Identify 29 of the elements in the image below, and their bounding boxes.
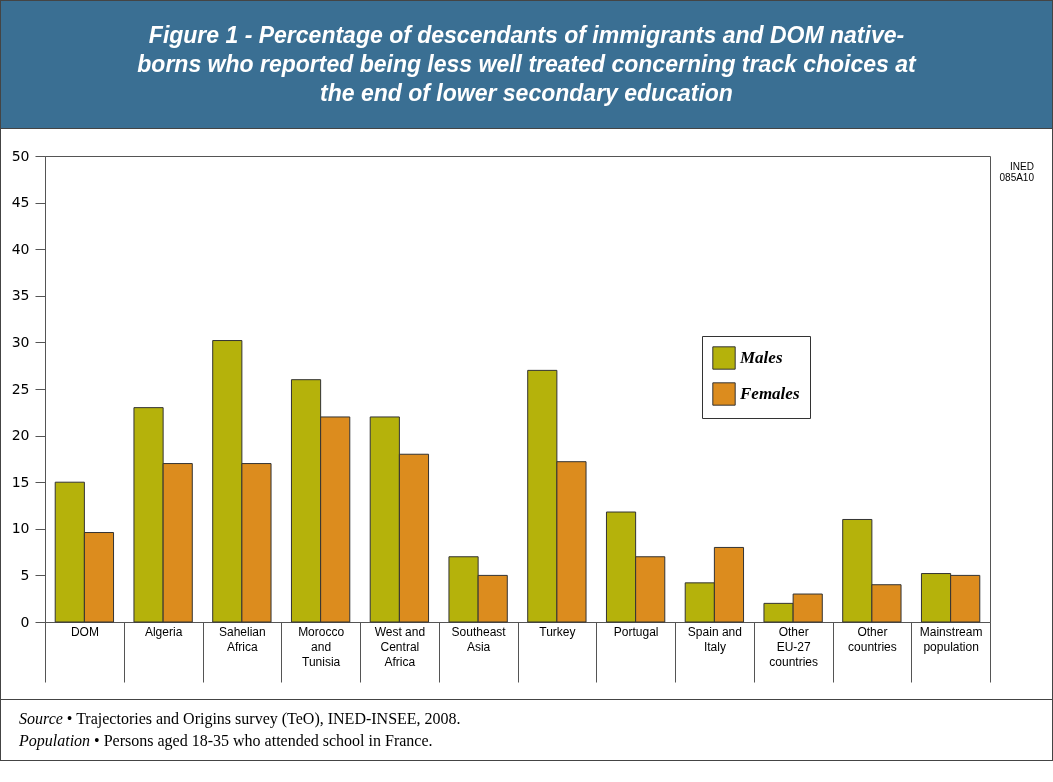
x-tick-label: Other EU-27 countries bbox=[769, 624, 818, 669]
chart-title: Figure 1 - Percentage of descendants of immigrants and DOM native-borns who reported being less well treated concerning track choices at the end of lower secondary education bbox=[1, 1, 1052, 129]
y-tick-label: 15 bbox=[11, 473, 30, 490]
x-tick-label: West and Central Africa bbox=[374, 624, 426, 669]
source-note: Source • Trajectories and Origins survey (TeO), INED-INSEE, 2008. bbox=[19, 709, 462, 730]
x-tick-label: Portugal bbox=[613, 624, 659, 639]
x-tick-label: Spain and Italy bbox=[687, 624, 742, 654]
y-tick-label: 10 bbox=[11, 520, 30, 537]
figure-code-note: INED 085A10 bbox=[998, 161, 1034, 183]
legend-label: Males bbox=[739, 348, 783, 367]
x-tick-label: Southeast Asia bbox=[451, 624, 507, 654]
y-tick-label: 45 bbox=[11, 194, 30, 211]
x-tick-label: Morocco and Tunisia bbox=[298, 624, 345, 669]
y-tick-label: 5 bbox=[20, 566, 30, 583]
x-tick-label: Algeria bbox=[144, 624, 183, 639]
y-tick-label: 35 bbox=[11, 287, 30, 304]
legend-label: Females bbox=[739, 384, 800, 403]
x-tick-label: Sahelian Africa bbox=[219, 624, 266, 654]
text: Population • Persons aged 18-35 who attended school in France. bbox=[19, 731, 434, 752]
y-tick-label: 30 bbox=[11, 333, 30, 350]
y-tick-label: 50 bbox=[11, 147, 30, 164]
y-tick-label: 25 bbox=[11, 380, 30, 397]
y-tick-label: 20 bbox=[11, 427, 30, 444]
y-tick-label: 0 bbox=[20, 613, 30, 630]
x-tick-label: Mainstream population bbox=[919, 624, 983, 654]
x-tick-label: Turkey bbox=[539, 624, 576, 639]
y-tick-label: 40 bbox=[11, 240, 30, 257]
x-tick-label: Other countries bbox=[848, 624, 897, 654]
x-tick-label: DOM bbox=[70, 624, 99, 639]
